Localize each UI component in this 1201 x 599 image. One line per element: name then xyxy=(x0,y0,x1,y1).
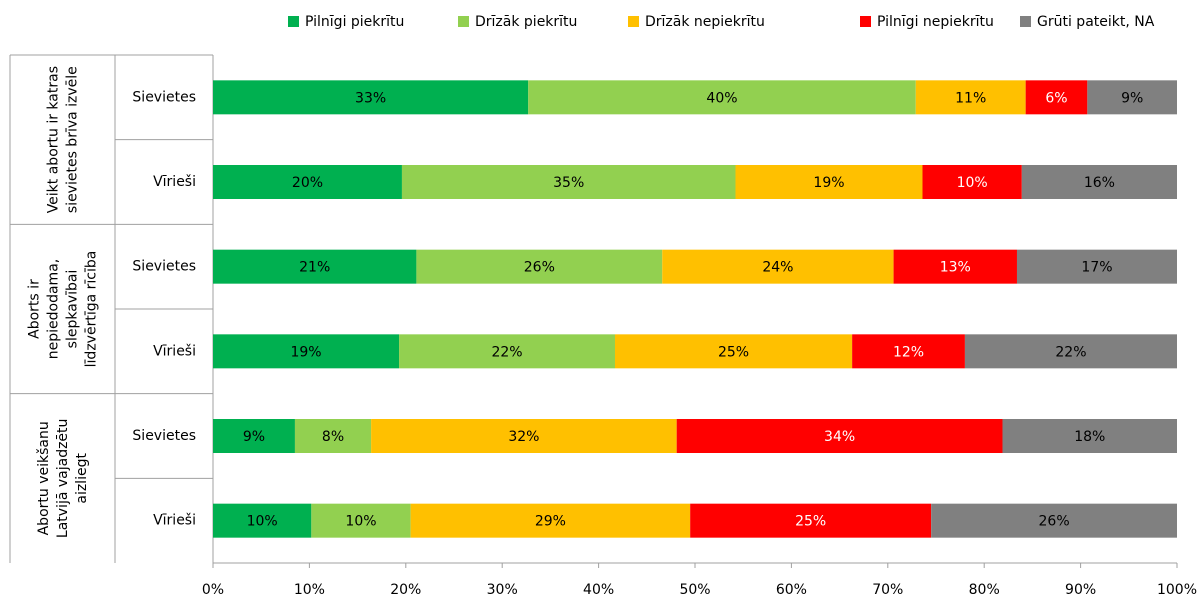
data-label: 10% xyxy=(247,514,278,530)
group-label: Abortu veikšanu xyxy=(36,421,52,535)
group-label: Aborts ir xyxy=(27,279,43,339)
x-tick-label: 100% xyxy=(1157,582,1197,598)
bar-segment xyxy=(213,334,400,369)
bar-segment xyxy=(1021,165,1177,199)
group-label: līdzvērtīga rīcība xyxy=(84,251,100,368)
bar-segment xyxy=(964,334,1177,369)
x-tick-label: 0% xyxy=(202,582,224,598)
category-label: Vīrieši xyxy=(153,513,196,529)
bar-segment xyxy=(213,503,312,538)
bar-segment xyxy=(676,419,1003,453)
legend-label: Pilnīgi nepiekrītu xyxy=(877,14,994,30)
bar-segment xyxy=(294,419,372,453)
data-label: 26% xyxy=(524,260,555,276)
x-tick-label: 10% xyxy=(294,582,325,598)
data-label: 12% xyxy=(893,344,924,360)
bar-segment xyxy=(690,503,932,538)
data-label: 22% xyxy=(1055,344,1086,360)
data-label: 11% xyxy=(955,90,986,106)
group-label: slepkavībai xyxy=(65,270,81,349)
bar-segment xyxy=(213,249,417,284)
data-label: 18% xyxy=(1074,429,1105,445)
legend-label: Drīzāk nepiekrītu xyxy=(645,14,765,30)
data-label: 17% xyxy=(1081,260,1112,276)
data-label: 26% xyxy=(1039,514,1070,530)
data-label: 33% xyxy=(355,90,386,106)
data-label: 19% xyxy=(813,175,844,191)
data-label: 40% xyxy=(706,90,737,106)
x-tick-label: 40% xyxy=(583,582,614,598)
data-label: 6% xyxy=(1045,90,1067,106)
bar-segment xyxy=(852,334,965,369)
bar-segment xyxy=(931,503,1177,538)
bar-segment xyxy=(1087,80,1177,115)
legend-swatch xyxy=(1020,16,1031,27)
data-label: 21% xyxy=(299,260,330,276)
category-label: Sievietes xyxy=(132,259,196,275)
category-label: Vīrieši xyxy=(153,343,196,359)
legend-label: Drīzāk piekrītu xyxy=(475,14,577,30)
x-tick-label: 20% xyxy=(390,582,421,598)
bar-segment xyxy=(528,80,916,115)
group-label: Latvijā vajadzētu xyxy=(55,419,71,539)
category-label: Sievietes xyxy=(132,89,196,105)
legend-swatch xyxy=(628,16,639,27)
x-tick-label: 60% xyxy=(776,582,807,598)
group-label: sievietes brīva izvēle xyxy=(65,66,81,213)
x-tick-label: 50% xyxy=(679,582,710,598)
bar-segment xyxy=(401,165,736,199)
data-label: 16% xyxy=(1084,175,1115,191)
bar-segment xyxy=(213,165,402,199)
legend-swatch xyxy=(458,16,469,27)
bar-segment xyxy=(213,80,529,115)
data-label: 10% xyxy=(345,514,376,530)
bar-segment xyxy=(735,165,923,199)
bar-segment xyxy=(399,334,615,369)
legend-swatch xyxy=(860,16,871,27)
bar-segment xyxy=(893,249,1017,284)
bar-segment xyxy=(1025,80,1088,115)
data-label: 35% xyxy=(553,175,584,191)
bar-segment xyxy=(410,503,691,538)
group-label: aizliegt xyxy=(74,453,90,504)
bar-segment xyxy=(662,249,894,284)
x-tick-label: 80% xyxy=(969,582,1000,598)
legend-label: Pilnīgi piekrītu xyxy=(305,14,404,30)
x-tick-label: 90% xyxy=(1065,582,1096,598)
bar-segment xyxy=(922,165,1022,199)
data-label: 13% xyxy=(940,260,971,276)
bar-segment xyxy=(371,419,677,453)
bar-segment xyxy=(1002,419,1177,453)
group-label: nepiedodama, xyxy=(46,259,62,359)
bar-segment xyxy=(416,249,663,284)
data-label: 34% xyxy=(824,429,855,445)
category-label: Vīrieši xyxy=(153,174,196,190)
data-label: 8% xyxy=(322,429,344,445)
data-label: 20% xyxy=(292,175,323,191)
data-label: 29% xyxy=(535,514,566,530)
data-label: 32% xyxy=(508,429,539,445)
legend-label: Grūti pateikt, NA xyxy=(1037,14,1155,30)
data-label: 10% xyxy=(957,175,988,191)
x-tick-label: 30% xyxy=(487,582,518,598)
bar-segment xyxy=(213,419,295,453)
bar-segment xyxy=(1016,249,1177,284)
category-label: Sievietes xyxy=(132,428,196,444)
data-label: 9% xyxy=(243,429,265,445)
data-label: 25% xyxy=(795,514,826,530)
data-label: 24% xyxy=(762,260,793,276)
x-tick-label: 70% xyxy=(872,582,903,598)
group-label: Veikt abortu ir katras xyxy=(46,66,62,213)
legend-swatch xyxy=(288,16,299,27)
data-label: 25% xyxy=(718,344,749,360)
bar-segment xyxy=(915,80,1026,115)
bar-segment xyxy=(311,503,411,538)
data-label: 19% xyxy=(290,344,321,360)
bar-segment xyxy=(614,334,853,369)
data-label: 22% xyxy=(491,344,522,360)
data-label: 9% xyxy=(1121,90,1143,106)
